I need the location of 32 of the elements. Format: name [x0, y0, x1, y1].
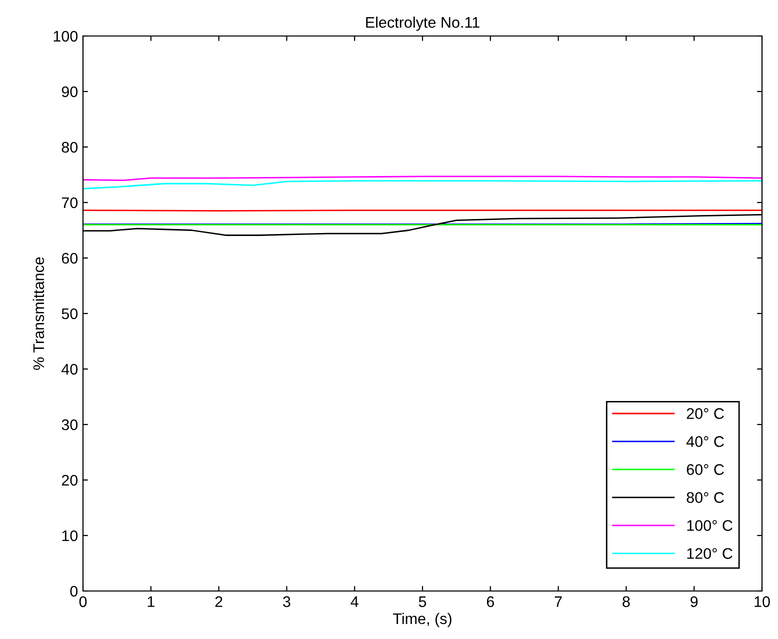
- x-tick-label: 7: [554, 596, 562, 607]
- legend-label: 60° C: [686, 464, 724, 475]
- legend-label: 120° C: [687, 548, 732, 559]
- y-tick-label: 50: [62, 308, 78, 320]
- x-tick-label: 9: [690, 596, 698, 608]
- x-tick-label: 2: [215, 596, 222, 607]
- line-series: [83, 180, 762, 190]
- y-tick-label: 100: [54, 30, 78, 42]
- x-tick-label: 0: [79, 596, 87, 608]
- legend-label: 20° C: [686, 408, 724, 419]
- y-tick-label: 60: [62, 252, 78, 264]
- y-tick-label: 30: [62, 419, 78, 430]
- y-tick-label: 90: [62, 86, 78, 98]
- x-tick-label: 4: [350, 596, 358, 607]
- y-tick-label: 0: [70, 586, 78, 597]
- y-tick-label: 80: [62, 142, 78, 153]
- y-axis-title: % Transmittance: [32, 257, 44, 370]
- x-tick-label: 1: [148, 596, 154, 607]
- chart-title: Electrolyte No.11: [366, 16, 480, 31]
- x-axis-title: Time, (s): [393, 612, 452, 628]
- y-tick-label: 10: [62, 530, 78, 542]
- y-tick-label: 20: [62, 474, 78, 486]
- y-tick-label: 40: [62, 364, 78, 375]
- y-tick-label: 70: [62, 197, 78, 208]
- x-tick-label: 10: [754, 596, 770, 608]
- legend-label: 40° C: [686, 436, 724, 447]
- legend-label: 80° C: [686, 492, 724, 503]
- x-tick-label: 5: [418, 596, 426, 608]
- legend-label: 100° C: [687, 520, 732, 531]
- x-tick-label: 6: [486, 596, 494, 608]
- x-tick-label: 3: [283, 596, 290, 608]
- x-tick-label: 8: [622, 596, 630, 608]
